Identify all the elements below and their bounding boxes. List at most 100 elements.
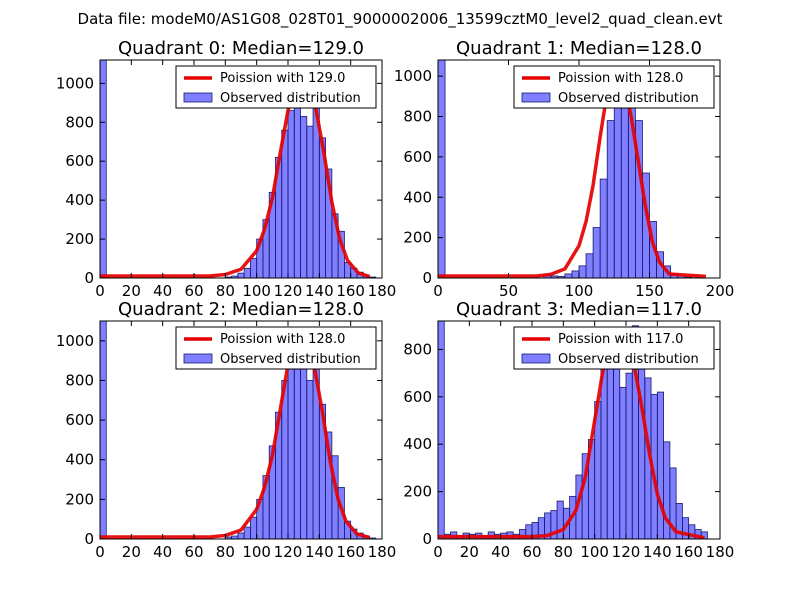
legend-line-label: Poission with 117.0 [558,332,683,347]
x-tick-label: 40 [153,282,172,300]
histogram-bar [592,227,601,279]
legend-bar-swatch [521,92,551,103]
y-tick-label: 400 [65,191,94,209]
panel-title: Quadrant 3: Median=117.0 [456,299,702,320]
x-tick-label: 180 [706,543,735,561]
histogram-bar [249,258,258,279]
histogram-bar [437,320,445,540]
legend: Poission with 129.0 Observed distribution [175,65,377,109]
legend-bar-swatch [183,353,213,364]
axes-frame [99,59,383,279]
y-tick-label: 200 [65,230,94,248]
histogram-bars [437,59,693,279]
y-tick-label: 600 [65,152,94,170]
x-tick-label: 200 [706,282,735,300]
legend-bar-label: Observed distribution [558,91,699,106]
panel-title: Quadrant 2: Median=128.0 [118,299,364,320]
histogram-bar [237,272,245,279]
x-tick-label: 100 [565,282,594,300]
histogram-bar [571,270,580,279]
histogram-bar [625,372,633,540]
x-tick-label: 40 [153,543,172,561]
y-tick-label: 800 [65,371,94,389]
x-tick-label: 160 [674,543,703,561]
histogram-bar [620,85,629,279]
x-tick-label: 40 [491,543,510,561]
histogram-bar [585,253,594,279]
histogram-bar [619,386,627,540]
histogram-bar [99,59,107,279]
x-tick-label: 0 [95,543,105,561]
histogram-bar [237,532,245,540]
x-tick-label: 20 [122,543,141,561]
x-tick-label: 60 [522,543,541,561]
x-tick-label: 0 [433,543,443,561]
histogram-bar [300,116,308,279]
legend-bar-swatch [521,353,551,364]
x-tick-label: 80 [216,282,235,300]
y-tick-label: 800 [403,340,432,358]
legend-line-label: Poission with 128.0 [558,71,683,86]
y-tick-label: 1000 [394,67,432,85]
x-tick-label: 100 [242,543,271,561]
histogram-bar [564,273,573,279]
x-tick-label: 140 [305,282,334,300]
x-tick-label: 140 [643,543,672,561]
histogram-bar [638,356,646,540]
figure-title: Data file: modeM0/AS1G08_028T01_90000020… [78,10,723,29]
axes-frame [99,320,383,540]
y-tick-label: 200 [403,483,432,501]
y-tick-label: 0 [422,269,432,287]
y-tick-label: 0 [422,530,432,548]
legend-bar-label: Observed distribution [220,352,361,367]
histogram-bar [243,267,251,279]
histogram-bar [578,265,587,279]
histogram-bar [599,178,608,279]
histogram-bar [287,110,295,279]
quadrant-3-chart: Quadrant 3: Median=117.0 0 20 40 60 80 100 120… [403,299,734,561]
legend: Poission with 128.0 Observed distribution [175,326,377,370]
x-tick-label: 50 [499,282,518,300]
x-tick-label: 120 [274,282,303,300]
y-tick-label: 600 [65,411,94,429]
x-tick-label: 180 [368,282,397,300]
x-tick-label: 60 [184,282,203,300]
y-tick-label: 800 [403,108,432,126]
quadrant-0-chart: Quadrant 0: Median=129.0 0 20 40 60 80 100 120… [56,38,397,300]
histogram-bar [656,391,664,540]
legend: Poission with 117.0 Observed distribution [513,326,715,370]
histogram-bar [287,356,295,540]
legend-bar-label: Observed distribution [220,91,361,106]
y-tick-label: 1000 [56,74,94,92]
x-tick-label: 0 [433,282,443,300]
histogram-bar [600,367,608,540]
legend-line-label: Poission with 128.0 [220,332,345,347]
histogram-bar [293,82,301,279]
x-tick-label: 60 [184,543,203,561]
y-tick-label: 800 [65,113,94,131]
y-tick-label: 0 [84,269,94,287]
histogram-bar [306,380,314,540]
histogram-bar [437,59,446,279]
quadrant-1-chart: Quadrant 1: Median=128.0 0 50 100 150 200 0 20… [394,38,735,300]
histogram-bar [243,526,251,540]
x-tick-label: 140 [305,543,334,561]
histogram-bar [293,340,301,540]
histogram-bar [281,129,289,279]
y-tick-label: 200 [65,490,94,508]
x-tick-label: 20 [460,543,479,561]
x-tick-label: 120 [274,543,303,561]
panel-title: Quadrant 0: Median=129.0 [118,38,364,59]
x-tick-label: 20 [122,282,141,300]
y-tick-label: 400 [403,435,432,453]
x-tick-label: 80 [216,543,235,561]
histogram-bar [99,320,107,540]
x-tick-label: 180 [368,543,397,561]
legend-line-label: Poission with 129.0 [220,71,345,86]
histogram-bar [306,125,314,279]
y-tick-label: 0 [84,530,94,548]
panel-title: Quadrant 1: Median=128.0 [456,38,702,59]
histogram-bar [300,366,308,540]
x-tick-label: 0 [95,282,105,300]
